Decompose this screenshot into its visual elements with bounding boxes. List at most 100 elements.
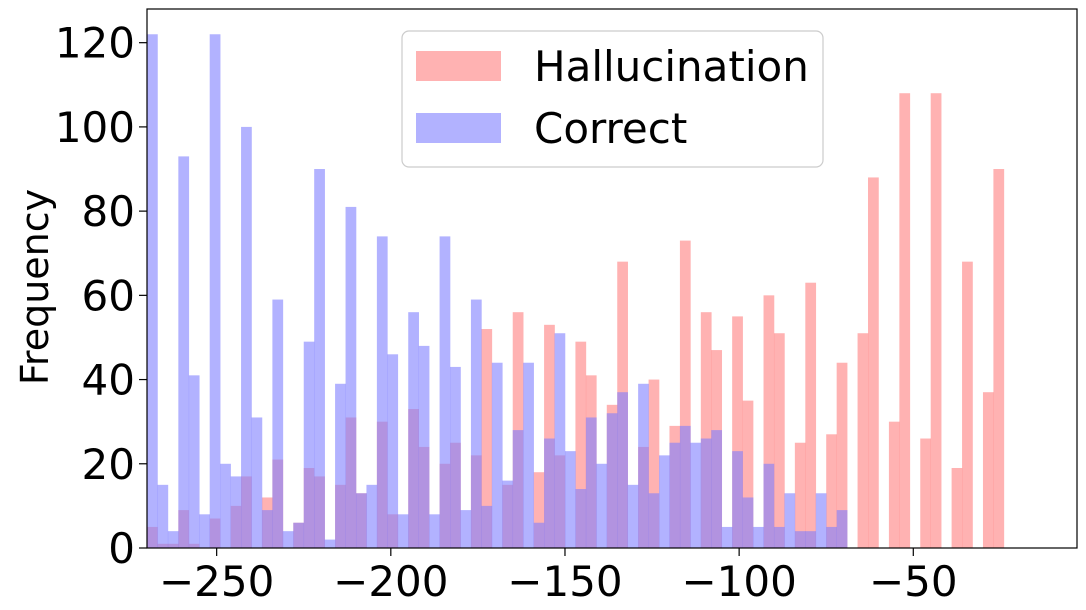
y-tick-label: 40 — [82, 356, 135, 405]
bar-hallucination — [763, 295, 775, 548]
bar-hallucination — [888, 421, 900, 548]
bar-correct — [355, 493, 367, 548]
bar-hallucination — [742, 400, 754, 548]
bar-hallucination — [826, 434, 837, 548]
x-tick-label: −200 — [333, 557, 448, 606]
bar-correct — [533, 522, 545, 548]
bar-hallucination — [773, 333, 785, 548]
bar-correct — [648, 493, 660, 548]
legend-swatch-hallucination — [416, 51, 501, 81]
bar-correct — [376, 236, 388, 548]
bar-correct — [742, 497, 754, 548]
bar-hallucination — [700, 312, 712, 548]
bar-correct — [606, 413, 618, 548]
bar-hallucination — [679, 240, 691, 548]
bar-correct — [794, 531, 806, 548]
bar-hallucination — [962, 261, 973, 548]
bar-hallucination — [805, 282, 817, 548]
bar-hallucination — [930, 93, 942, 548]
bar-correct — [251, 417, 263, 548]
bar-correct — [491, 362, 503, 548]
correct-bars — [147, 34, 848, 548]
bar-correct — [575, 489, 587, 548]
bar-correct — [627, 484, 639, 548]
legend-label-hallucination: Hallucination — [534, 42, 809, 91]
bar-correct — [147, 34, 158, 548]
bar-correct — [596, 463, 608, 548]
bar-hallucination — [481, 329, 493, 548]
y-tick-label: 100 — [55, 103, 135, 152]
bar-correct — [481, 505, 493, 548]
bar-correct — [564, 451, 576, 548]
legend-swatch-correct — [416, 113, 501, 143]
bar-correct — [418, 345, 430, 548]
bar-correct — [638, 383, 649, 548]
bar-correct — [167, 531, 179, 548]
y-tick-label: 60 — [82, 271, 135, 320]
bar-correct — [523, 362, 534, 548]
bar-correct — [836, 510, 848, 548]
bar-correct — [314, 169, 325, 548]
bar-correct — [815, 493, 827, 548]
bar-hallucination — [836, 362, 848, 548]
y-axis-title: Frequency — [13, 189, 57, 385]
bar-correct — [502, 480, 514, 548]
bar-correct — [397, 514, 409, 548]
bar-correct — [241, 126, 252, 548]
bar-correct — [345, 206, 357, 548]
bar-correct — [188, 375, 200, 548]
plot-frame — [146, 8, 1078, 549]
x-tick-label: −250 — [159, 557, 274, 606]
bar-correct — [293, 522, 305, 548]
bar-hallucination — [732, 316, 743, 548]
bar-hallucination — [899, 93, 911, 548]
legend: Hallucination Correct — [401, 30, 824, 168]
x-tick-label: −100 — [681, 557, 796, 606]
bar-correct — [554, 333, 566, 548]
bar-correct — [659, 455, 670, 548]
bar-correct — [470, 299, 482, 548]
bar-hallucination — [993, 169, 1005, 548]
y-tick-label: 0 — [108, 524, 135, 573]
y-tick-label: 20 — [82, 440, 135, 489]
x-tick-label: −150 — [507, 557, 622, 606]
bar-correct — [721, 526, 733, 548]
bar-correct — [282, 531, 294, 548]
y-tick-label: 80 — [82, 187, 135, 236]
bar-correct — [700, 438, 712, 548]
bar-correct — [460, 510, 472, 548]
x-axis-ticks: −250 −200 −150 −100 −50 — [159, 548, 958, 606]
bar-correct — [439, 236, 451, 548]
bar-correct — [753, 526, 764, 548]
bar-correct — [585, 417, 597, 548]
bar-correct — [805, 531, 817, 548]
bar-correct — [711, 430, 723, 548]
bar-correct — [773, 526, 785, 548]
bar-hallucination — [544, 324, 555, 548]
bar-correct — [732, 451, 743, 548]
bar-correct — [763, 463, 775, 548]
bar-hallucination — [951, 467, 963, 548]
bar-hallucination — [920, 438, 932, 548]
bar-correct — [429, 514, 440, 548]
bar-correct — [303, 341, 315, 548]
bar-correct — [366, 484, 378, 548]
bar-correct — [408, 312, 419, 548]
bar-correct — [387, 354, 399, 548]
bar-correct — [690, 442, 702, 548]
bar-hallucination — [868, 177, 879, 548]
bar-correct — [220, 463, 231, 548]
bar-correct — [209, 34, 221, 548]
bar-hallucination — [982, 392, 994, 548]
bar-correct — [784, 493, 796, 548]
bar-hallucination — [648, 379, 660, 548]
bar-correct — [679, 425, 691, 548]
legend-label-correct: Correct — [534, 104, 687, 153]
y-tick-label: 120 — [55, 19, 135, 68]
bar-correct — [512, 430, 524, 548]
x-tick-label: −50 — [869, 557, 958, 606]
bar-correct — [261, 510, 273, 548]
bar-correct — [230, 476, 242, 548]
bar-correct — [199, 514, 210, 548]
